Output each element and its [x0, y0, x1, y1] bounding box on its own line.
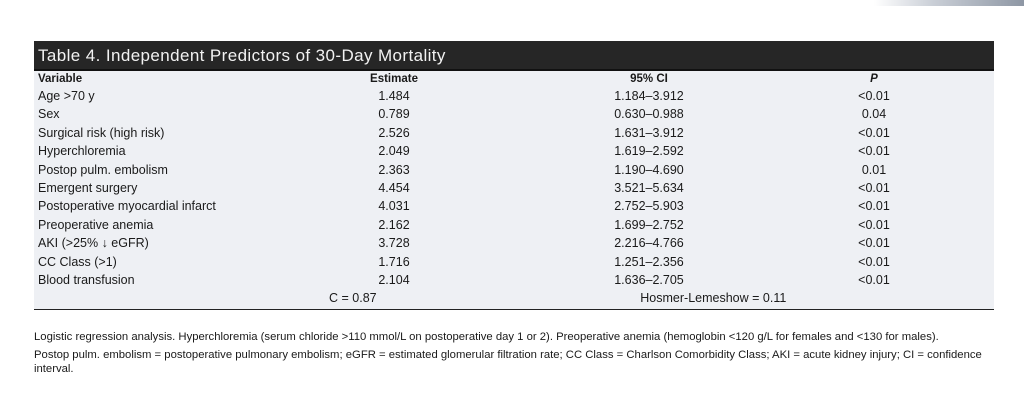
column-header-estimate: Estimate: [370, 73, 418, 85]
table-row: Postop pulm. embolism 2.363 1.190–4.690 0.0…: [34, 161, 994, 179]
cell-p: <0.01: [858, 217, 890, 232]
table-rows: Age >70 y 1.484 1.184–3.912 <0.01 Sex 0.789 0.…: [34, 87, 994, 289]
cell-p: <0.01: [858, 272, 890, 287]
cell-p: <0.01: [858, 199, 890, 214]
note-abbreviations-1: Logistic regression analysis. Hyperchlor…: [34, 331, 939, 343]
cell-ci: 1.636–2.705: [614, 272, 684, 287]
cell-p: <0.01: [858, 236, 890, 251]
cell-ci: 2.216–4.766: [614, 236, 684, 251]
table-row: Blood transfusion 2.104 1.636–2.705 <0.01: [34, 271, 994, 289]
cell-ci: 2.752–5.903: [614, 199, 684, 214]
cell-ci: 3.521–5.634: [614, 180, 684, 195]
c-statistic: C = 0.87: [329, 291, 377, 306]
cell-variable: Surgical risk (high risk): [38, 125, 165, 140]
table-row: Hyperchloremia 2.049 1.619–2.592 <0.01: [34, 142, 994, 160]
cell-variable: Blood transfusion: [38, 272, 135, 287]
column-header-p: P: [870, 73, 878, 85]
cell-variable: CC Class (>1): [38, 254, 117, 269]
cell-ci: 0.630–0.988: [614, 107, 684, 122]
table-header-row: Variable Estimate 95% CI P: [34, 71, 994, 87]
cell-estimate: 3.728: [378, 236, 410, 251]
cell-variable: Postoperative myocardial infarct: [38, 199, 216, 214]
table-notes: Logistic regression analysis. Hyperchlor…: [34, 330, 994, 380]
cell-ci: 1.190–4.690: [614, 162, 684, 177]
cell-estimate: 4.031: [378, 199, 410, 214]
table-row: Emergent surgery 4.454 3.521–5.634 <0.01: [34, 179, 994, 197]
cell-variable: AKI (>25% ↓ eGFR): [38, 236, 149, 251]
table-row: Sex 0.789 0.630–0.988 0.04: [34, 105, 994, 123]
cell-variable: Hyperchloremia: [38, 144, 126, 159]
table-body: Variable Estimate 95% CI P Age >70 y 1.48…: [34, 71, 994, 311]
cell-estimate: 2.162: [378, 217, 410, 232]
column-header-variable: Variable: [38, 73, 83, 85]
corner-shading: [874, 0, 1024, 6]
cell-estimate: 1.716: [378, 254, 410, 269]
table-row: Age >70 y 1.484 1.184–3.912 <0.01: [34, 87, 994, 105]
cell-estimate: 1.484: [378, 89, 410, 103]
cell-p: <0.01: [858, 254, 890, 269]
cell-p: <0.01: [858, 144, 890, 159]
cell-variable: Emergent surgery: [38, 180, 138, 195]
cell-p: 0.01: [861, 162, 887, 177]
hosmer-lemeshow: Hosmer-Lemeshow = 0.11: [640, 291, 787, 306]
cell-estimate: 2.363: [378, 162, 410, 177]
cell-p: <0.01: [858, 89, 890, 103]
cell-estimate: 2.049: [378, 144, 410, 159]
mortality-table: Table 4. Independent Predictors of 30-Da…: [34, 41, 994, 311]
cell-estimate: 4.454: [378, 180, 410, 195]
cell-estimate: 2.104: [378, 272, 410, 287]
cell-estimate: 2.526: [378, 125, 410, 140]
cell-ci: 1.699–2.752: [614, 217, 684, 232]
table-row: CC Class (>1) 1.716 1.251–2.356 <0.01: [34, 253, 994, 271]
table-footer-row: C = 0.87 Hosmer-Lemeshow = 0.11: [34, 289, 994, 307]
table-row: AKI (>25% ↓ eGFR) 3.728 2.216–4.766 <0.01: [34, 234, 994, 252]
cell-ci: 1.619–2.592: [614, 144, 684, 159]
cell-variable: Age >70 y: [38, 89, 95, 103]
cell-ci: 1.184–3.912: [614, 89, 684, 103]
table-title: Table 4. Independent Predictors of 30-Da…: [34, 41, 994, 71]
cell-p: <0.01: [858, 125, 890, 140]
cell-ci: 1.631–3.912: [614, 125, 684, 140]
cell-p: 0.04: [861, 107, 887, 122]
cell-p: <0.01: [858, 180, 890, 195]
cell-variable: Postop pulm. embolism: [38, 162, 168, 177]
table-row: Preoperative anemia 2.162 1.699–2.752 <0.01: [34, 216, 994, 234]
table-row: Surgical risk (high risk) 2.526 1.631–3.91…: [34, 124, 994, 142]
column-header-ci: 95% CI: [630, 73, 668, 85]
cell-ci: 1.251–2.356: [614, 254, 684, 269]
note-abbreviations-2: Postop pulm. embolism = postoperative pu…: [34, 348, 982, 376]
cell-estimate: 0.789: [378, 107, 410, 122]
cell-variable: Preoperative anemia: [38, 217, 154, 232]
table-row: Postoperative myocardial infarct 4.031 2.7…: [34, 197, 994, 215]
cell-variable: Sex: [38, 107, 60, 122]
